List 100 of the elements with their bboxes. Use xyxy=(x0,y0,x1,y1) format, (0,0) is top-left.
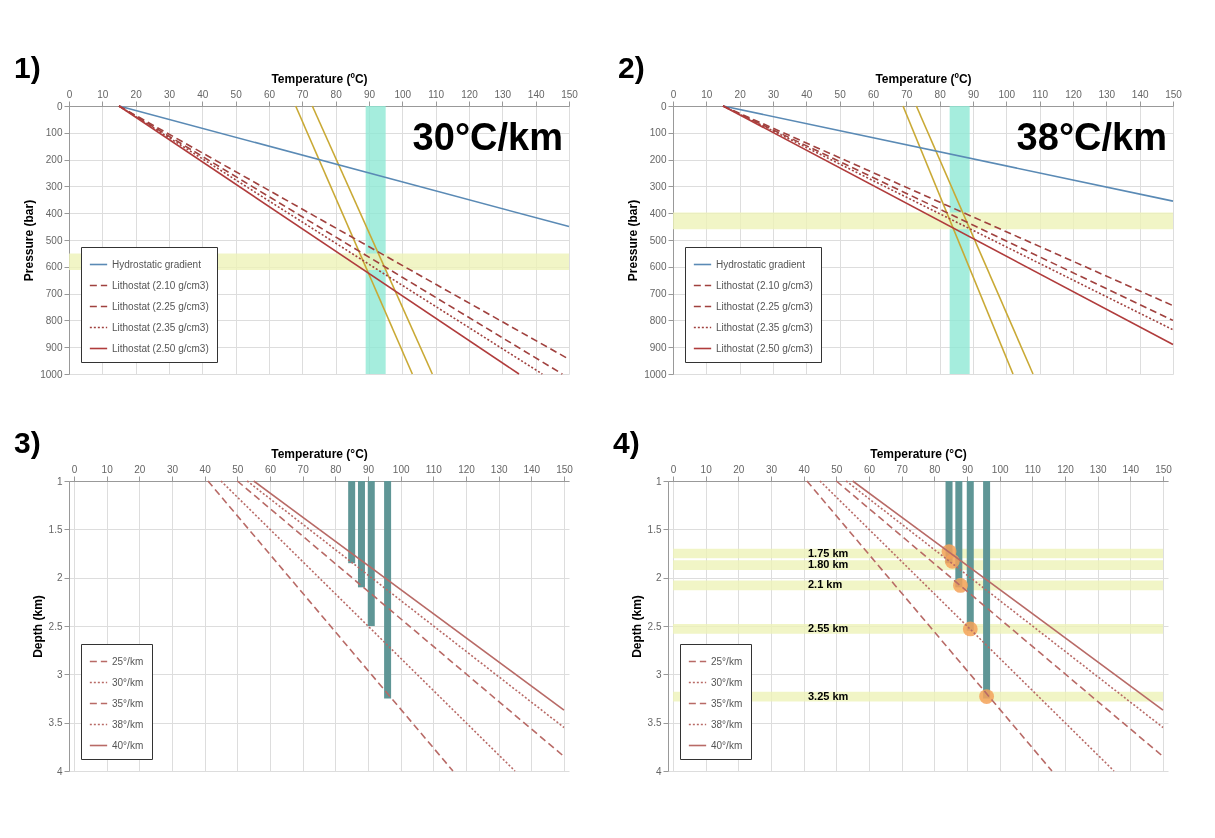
legend-label: 40°/km xyxy=(711,739,743,751)
x-tick-label: 40 xyxy=(199,463,212,475)
legend-label: Lithostat (2.10 g/cm3) xyxy=(112,279,209,291)
x-tick-label: 0 xyxy=(66,88,73,100)
legend-label: 40°/km xyxy=(112,739,144,751)
y-tick-label: 200 xyxy=(649,154,667,166)
x-tick-label: 80 xyxy=(934,88,947,100)
y-tick-label: 800 xyxy=(45,314,63,326)
x-axis-title: Temperature (ºC) xyxy=(875,71,972,86)
y-tick-label: 200 xyxy=(45,154,63,166)
band-label: 2.1 km xyxy=(808,578,843,591)
x-tick-label: 120 xyxy=(1057,463,1075,475)
x-tick-label: 40 xyxy=(197,88,209,100)
y-tick-label: 2.5 xyxy=(647,620,662,632)
x-tick-label: 50 xyxy=(831,463,843,475)
y-tick-label: 1.5 xyxy=(48,523,63,535)
text: 4) xyxy=(613,426,640,459)
y-tick-label: 2 xyxy=(56,572,63,584)
x-tick-label: 0 xyxy=(71,463,78,475)
x-tick-label: 80 xyxy=(929,463,941,475)
y-tick-label: 3.5 xyxy=(48,717,63,729)
legend-label: 25°/km xyxy=(112,655,144,667)
legend-label: Lithostat (2.25 g/cm3) xyxy=(716,300,813,312)
y-tick-label: 1000 xyxy=(644,368,667,380)
x-tick-label: 100 xyxy=(394,88,412,100)
legend-label: 30°/km xyxy=(711,676,743,688)
x-tick-label: 0 xyxy=(670,88,677,100)
x-tick-label: 50 xyxy=(230,88,243,100)
legend-label: Lithostat (2.35 g/cm3) xyxy=(112,321,209,333)
legend-label: Hydrostatic gradient xyxy=(716,258,806,270)
y-axis-title: Pressure (bar) xyxy=(626,199,641,282)
x-tick-label: 90 xyxy=(967,88,980,100)
x-axis-title: Temperature (ºC) xyxy=(271,71,368,86)
x-tick-label: 30 xyxy=(767,88,780,100)
x-tick-label: 120 xyxy=(461,88,479,100)
x-tick-label: 100 xyxy=(392,463,410,475)
annotation: 38°C/km xyxy=(1016,116,1167,158)
y-axis-title: Pressure (bar) xyxy=(22,199,37,282)
x-tick-label: 40 xyxy=(798,463,811,475)
x-axis-title: Temperature (°C) xyxy=(870,446,967,461)
y-tick-label: 900 xyxy=(45,341,63,353)
y-tick-label: 3 xyxy=(56,668,63,680)
x-tick-label: 140 xyxy=(523,463,541,475)
y-tick-label: 1000 xyxy=(40,368,63,380)
y-tick-label: 400 xyxy=(45,207,63,219)
x-tick-label: 20 xyxy=(130,88,143,100)
text: 3) xyxy=(14,426,41,459)
y-tick-label: 3.5 xyxy=(647,717,662,729)
x-tick-label: 130 xyxy=(490,463,508,475)
legend-label: Lithostat (2.50 g/cm3) xyxy=(112,342,209,354)
x-tick-label: 60 xyxy=(863,463,876,475)
y-axis-title: Depth (km) xyxy=(30,595,45,658)
x-tick-label: 20 xyxy=(134,463,146,475)
legend-label: 35°/km xyxy=(112,697,144,709)
x-tick-label: 110 xyxy=(425,463,443,475)
x-tick-label: 60 xyxy=(263,88,276,100)
legend-label: 35°/km xyxy=(711,697,743,709)
x-tick-label: 140 xyxy=(527,88,545,100)
y-tick-label: 0 xyxy=(56,100,63,112)
y-tick-label: 2.5 xyxy=(48,620,63,632)
x-tick-label: 70 xyxy=(297,463,310,475)
y-tick-label: 600 xyxy=(649,261,667,273)
legend-label: Lithostat (2.10 g/cm3) xyxy=(716,279,813,291)
y-tick-label: 700 xyxy=(649,288,667,300)
y-tick-label: 800 xyxy=(649,314,667,326)
x-tick-label: 140 xyxy=(1122,463,1140,475)
x-tick-label: 150 xyxy=(1155,463,1173,475)
x-tick-label: 30 xyxy=(765,463,778,475)
y-tick-label: 1 xyxy=(56,475,63,487)
x-tick-label: 10 xyxy=(700,463,713,475)
text: 2) xyxy=(618,51,645,84)
y-tick-label: 100 xyxy=(45,127,63,139)
y-tick-label: 0 xyxy=(660,100,667,112)
x-tick-label: 120 xyxy=(458,463,476,475)
y-tick-label: 300 xyxy=(45,180,63,192)
y-axis-title: Depth (km) xyxy=(629,595,644,658)
y-tick-label: 4 xyxy=(56,765,63,777)
x-tick-label: 10 xyxy=(701,88,713,100)
x-tick-label: 80 xyxy=(330,463,342,475)
legend-label: Hydrostatic gradient xyxy=(112,258,202,270)
x-tick-label: 10 xyxy=(101,463,114,475)
y-tick-label: 400 xyxy=(649,207,667,219)
x-tick-label: 40 xyxy=(801,88,813,100)
x-tick-label: 110 xyxy=(428,88,445,100)
x-tick-label: 100 xyxy=(998,88,1016,100)
x-tick-label: 110 xyxy=(1024,463,1042,475)
x-tick-label: 50 xyxy=(232,463,244,475)
y-tick-label: 1 xyxy=(655,475,662,487)
y-tick-label: 500 xyxy=(649,234,667,246)
legend-label: 30°/km xyxy=(112,676,144,688)
y-tick-label: 700 xyxy=(45,288,63,300)
band-label: 3.25 km xyxy=(808,689,849,702)
legend-label: 38°/km xyxy=(112,718,144,730)
x-tick-label: 130 xyxy=(1098,88,1116,100)
x-tick-label: 120 xyxy=(1065,88,1083,100)
legend-label: 38°/km xyxy=(711,718,743,730)
y-tick-label: 900 xyxy=(649,341,667,353)
band-label: 1.80 km xyxy=(808,558,849,571)
x-tick-label: 50 xyxy=(834,88,847,100)
y-tick-label: 100 xyxy=(649,127,667,139)
